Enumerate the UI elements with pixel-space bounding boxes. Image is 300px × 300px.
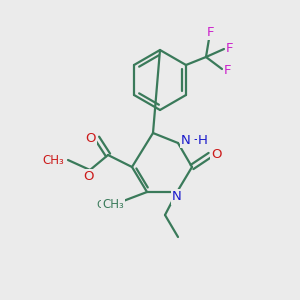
Text: N: N <box>172 190 182 203</box>
Text: O: O <box>84 170 94 184</box>
Text: F: F <box>224 64 232 77</box>
Text: CH₃: CH₃ <box>42 154 64 166</box>
Text: H: H <box>198 134 208 146</box>
Text: F: F <box>226 43 234 56</box>
Text: CH₃: CH₃ <box>102 199 124 212</box>
Text: CH₃: CH₃ <box>96 200 116 210</box>
Text: F: F <box>207 26 215 38</box>
Text: N: N <box>181 134 191 146</box>
Text: O: O <box>212 148 222 161</box>
Text: O: O <box>85 131 95 145</box>
Text: –: – <box>193 134 199 146</box>
